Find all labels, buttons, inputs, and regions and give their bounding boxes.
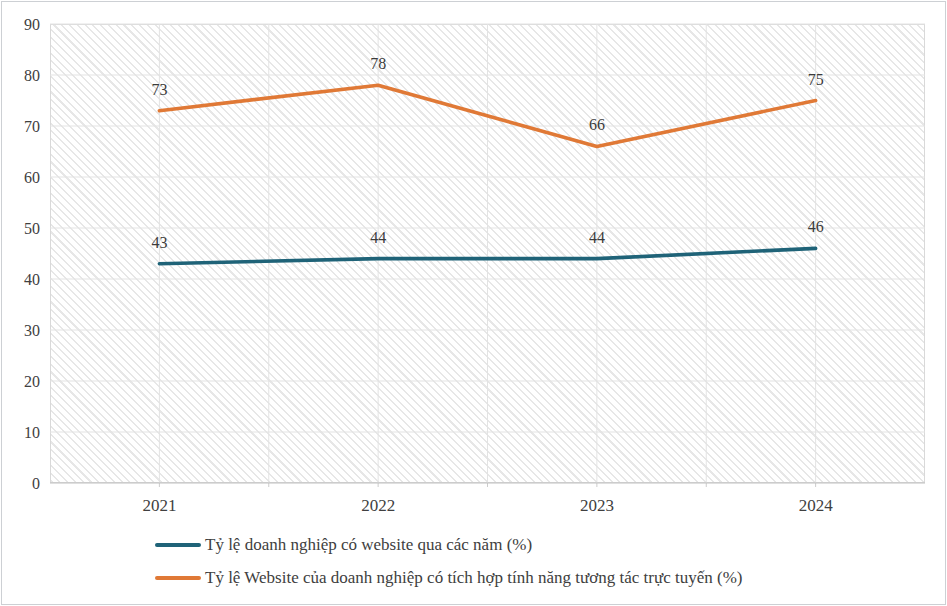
y-axis-tick-label: 50 <box>24 220 40 237</box>
data-label: 46 <box>808 218 824 235</box>
y-axis-tick-label: 80 <box>24 67 40 84</box>
legend-label: Tỷ lệ doanh nghiệp có website qua các nă… <box>205 534 532 556</box>
x-axis-category-label: 2022 <box>361 496 395 515</box>
data-label: 44 <box>589 229 605 246</box>
data-label: 66 <box>589 116 605 133</box>
legend: Tỷ lệ doanh nghiệp có website qua các nă… <box>155 534 743 589</box>
legend-label: Tỷ lệ Website của doanh nghiệp có tích h… <box>205 567 743 589</box>
y-axis-tick-label: 30 <box>24 322 40 339</box>
y-axis-tick-label: 0 <box>32 475 40 492</box>
data-label: 43 <box>151 234 167 251</box>
y-axis-tick-label: 10 <box>24 424 40 441</box>
y-axis-tick-label: 20 <box>24 373 40 390</box>
y-axis-tick-label: 40 <box>24 271 40 288</box>
legend-swatch-line-orange <box>155 576 201 580</box>
chart-svg: 0 10 20 30 40 50 60 70 80 90 2021 2022 2023 2024 43 44 4… <box>0 0 947 606</box>
y-axis-tick-label: 90 <box>24 16 40 33</box>
data-label: 44 <box>370 229 386 246</box>
legend-swatch-line-blue <box>155 543 201 547</box>
x-axis-category-label: 2021 <box>142 496 176 515</box>
legend-item-websites: Tỷ lệ doanh nghiệp có website qua các nă… <box>155 534 743 556</box>
y-axis-tick-label: 70 <box>24 118 40 135</box>
x-axis-category-label: 2023 <box>580 496 614 515</box>
data-label: 73 <box>151 81 167 98</box>
legend-item-interactive-websites: Tỷ lệ Website của doanh nghiệp có tích h… <box>155 567 743 589</box>
chart-container: 0 10 20 30 40 50 60 70 80 90 2021 2022 2023 2024 43 44 4… <box>0 0 947 606</box>
data-label: 78 <box>370 55 386 72</box>
data-label: 75 <box>808 71 824 88</box>
y-axis-tick-label: 60 <box>24 169 40 186</box>
x-axis-category-label: 2024 <box>799 496 834 515</box>
